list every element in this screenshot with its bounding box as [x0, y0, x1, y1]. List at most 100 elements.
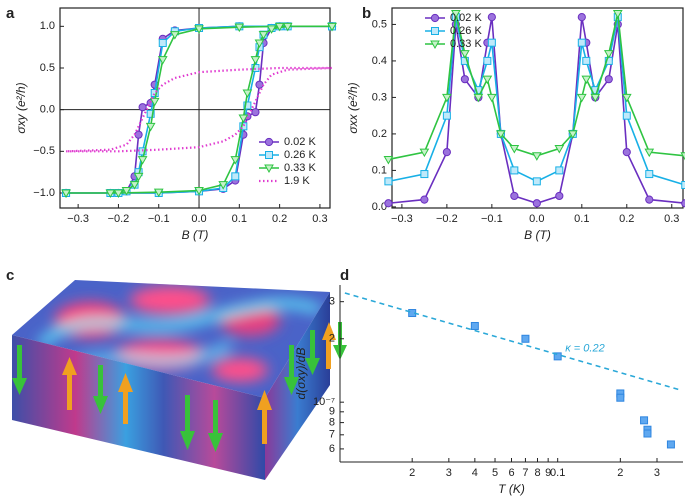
marker: [442, 148, 451, 157]
marker: [158, 39, 167, 47]
marker: [582, 56, 591, 65]
marker: [218, 181, 229, 190]
marker: [553, 352, 562, 361]
series-line: [66, 66, 333, 153]
marker: [521, 334, 530, 343]
marker: [473, 93, 484, 103]
panel-b: b −0.3 −0.2 −0.1 0.0 0.1 0.2 0.3 0.0 0.1 0.2 0.3 0.4…: [346, 5, 685, 242]
marker: [327, 22, 337, 32]
panel-label: c: [6, 267, 14, 284]
marker: [590, 93, 601, 103]
y-tick-label: 8: [329, 416, 335, 428]
x-tick-label: 6: [508, 467, 514, 479]
marker: [622, 111, 631, 120]
y-tick-label: 0.4: [372, 55, 387, 67]
y-tick-label: 7: [329, 429, 335, 441]
marker: [612, 9, 623, 19]
panel-label: d: [340, 267, 349, 284]
y-tick-label: −0.5: [33, 145, 55, 157]
marker: [383, 155, 394, 165]
marker: [645, 170, 654, 179]
x-tick-label: 0.3: [664, 213, 679, 225]
marker: [264, 164, 274, 174]
marker: [532, 177, 541, 186]
x-axis-label: T (K): [498, 482, 525, 496]
y-tick-label: 10⁻⁷: [313, 396, 335, 408]
y-tick-label: 0.0: [372, 201, 387, 213]
marker: [680, 152, 685, 161]
y-tick-label: 0.1: [372, 164, 387, 176]
marker: [486, 93, 497, 103]
spin-arrows: [12, 322, 347, 452]
marker: [138, 103, 147, 112]
x-tick-label: −0.2: [108, 213, 130, 225]
marker: [121, 187, 132, 196]
fit-label: κ = 0.22: [565, 342, 604, 354]
x-tick-label: 3: [654, 467, 660, 479]
marker: [510, 191, 519, 201]
marker: [581, 75, 592, 85]
marker: [681, 199, 685, 208]
marker: [555, 191, 564, 201]
y-tick-label: 2: [329, 333, 335, 345]
x-tick-label: −0.1: [481, 213, 503, 225]
panel-label: a: [6, 5, 15, 22]
marker: [483, 56, 492, 65]
marker: [254, 39, 265, 49]
marker: [451, 9, 461, 19]
marker: [420, 195, 429, 204]
marker: [243, 101, 252, 110]
y-tick-label: 0.5: [40, 62, 55, 74]
marker: [510, 166, 519, 175]
marker: [666, 440, 675, 449]
marker: [384, 199, 393, 208]
legend-label: 0.33 K: [284, 162, 316, 174]
marker: [644, 148, 655, 158]
y-tick-label: 9: [329, 406, 335, 418]
marker: [258, 31, 269, 40]
series-line: [66, 25, 333, 194]
marker: [282, 22, 293, 32]
marker: [420, 170, 429, 179]
marker: [681, 181, 685, 190]
marker: [460, 75, 469, 84]
marker: [255, 80, 264, 89]
series-line: [66, 25, 333, 194]
marker: [149, 97, 160, 107]
marker: [470, 321, 479, 330]
x-axis-label: B (T): [182, 228, 209, 242]
legend-label: 0.02 K: [284, 136, 316, 148]
panel-a: a −0.3 −0.2 −0.1 0.0 0.1 0.2 0.3 −1.0 −0.5 0.0 0.5 1…: [6, 5, 337, 242]
legend-label: 0.02 K: [450, 12, 482, 24]
x-tick-label: 0.1: [574, 213, 589, 225]
marker: [129, 181, 140, 190]
series-line: [66, 25, 333, 194]
marker: [153, 188, 164, 198]
legend-label: 0.26 K: [284, 149, 316, 161]
marker: [616, 393, 625, 402]
x-tick-label: 2: [617, 467, 623, 479]
y-axis-label: d(σxy)/dB: [294, 348, 308, 400]
marker: [555, 166, 564, 175]
plot-frame: [59, 7, 331, 209]
x-tick-label: 9: [545, 467, 551, 479]
marker: [460, 50, 470, 59]
marker: [621, 93, 632, 103]
y-tick-label: 0.3: [372, 91, 387, 103]
marker: [640, 416, 649, 425]
marker: [61, 189, 71, 199]
y-tick-label: 1.0: [40, 20, 55, 32]
marker: [567, 130, 578, 139]
marker: [577, 38, 586, 47]
y-tick-label: 0.2: [372, 128, 387, 140]
x-tick-label: 0.1: [232, 213, 247, 225]
marker: [643, 429, 652, 438]
marker: [274, 22, 285, 32]
illustration: [12, 280, 347, 480]
x-tick-label: 0.2: [619, 213, 634, 225]
y-axis-label: σxy (e²/h): [14, 82, 28, 133]
marker: [113, 189, 124, 199]
marker: [234, 23, 245, 33]
plot-frame: [391, 7, 684, 209]
